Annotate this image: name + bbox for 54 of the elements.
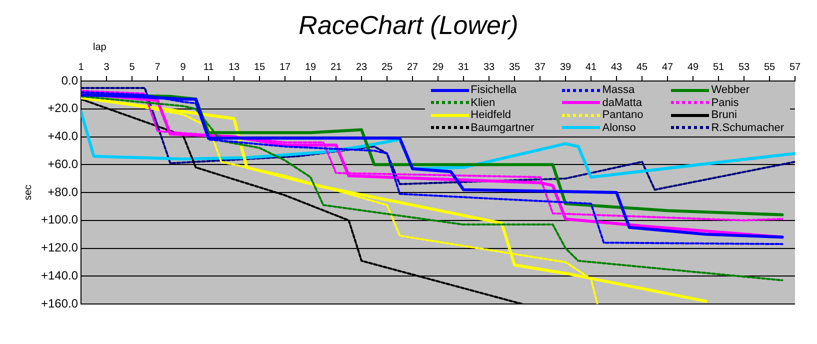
x-tick-label: 31 [458, 62, 470, 73]
x-tick-label: 39 [560, 62, 572, 73]
x-tick-label: 3 [104, 62, 110, 73]
legend-label: Panis [711, 96, 739, 109]
x-tick-label: 45 [636, 62, 648, 73]
legend-label: daMatta [602, 96, 642, 109]
x-tick-label: 55 [764, 62, 776, 73]
x-tick-label: 11 [203, 62, 214, 73]
y-tick-label: +140.0 [40, 268, 78, 282]
x-tick-label: 19 [304, 62, 317, 73]
x-tick-label: 57 [789, 62, 801, 73]
y-tick-label: +40.0 [48, 129, 78, 144]
x-tick-label: 41 [585, 62, 598, 73]
legend-label: Pantano [602, 109, 644, 122]
x-tick-label: 1 [78, 62, 84, 73]
x-tick-label: 15 [254, 62, 266, 73]
x-tick-label: 9 [180, 62, 186, 73]
legend-label: Bruni [711, 109, 737, 122]
x-tick-label: 37 [534, 62, 546, 73]
line-series [81, 86, 795, 191]
legend-label: Baumgartner [470, 122, 534, 134]
x-tick-label: 43 [610, 62, 623, 73]
legend-label: Webber [711, 84, 750, 96]
y-tick-label: +120.0 [40, 240, 78, 255]
chart-title: RaceChart (Lower) [298, 10, 520, 41]
y-tick-label: +60.0 [48, 156, 78, 171]
legend-label: Heidfeld [470, 109, 512, 122]
x-tick-label: 35 [508, 62, 521, 73]
legend-label: Fisichella [470, 84, 517, 96]
x-tick-label: 27 [406, 62, 419, 73]
x-tick-label: 51 [712, 62, 725, 73]
y-tick-label: +160.0 [40, 296, 78, 310]
legend-label: Alonso [602, 122, 636, 134]
x-axis-title: lap [93, 42, 106, 53]
y-axis-title: sec [22, 184, 34, 200]
x-tick-label: 49 [687, 62, 700, 73]
y-tick-label: +20.0 [48, 101, 78, 116]
x-tick-label: 47 [662, 62, 674, 73]
y-tick-label: +80.0 [48, 184, 78, 199]
legend-label: R.Schumacher [711, 122, 784, 134]
legend-label: Massa [602, 84, 635, 96]
x-tick-label: 29 [432, 62, 444, 73]
x-tick-label: 23 [356, 62, 368, 73]
x-tick-label: 53 [738, 62, 750, 73]
x-tick-label: 21 [330, 62, 342, 73]
x-tick-label: 5 [129, 62, 136, 73]
y-tick-label: 0.0 [61, 73, 78, 88]
x-tick-label: 33 [483, 62, 496, 73]
x-tick-label: 13 [228, 62, 240, 73]
y-tick-label: +100.0 [40, 212, 78, 227]
legend-label: Klien [470, 96, 496, 109]
x-tick-label: 7 [154, 62, 161, 73]
x-tick-label: 17 [279, 62, 292, 73]
x-tick-label: 25 [381, 62, 394, 73]
